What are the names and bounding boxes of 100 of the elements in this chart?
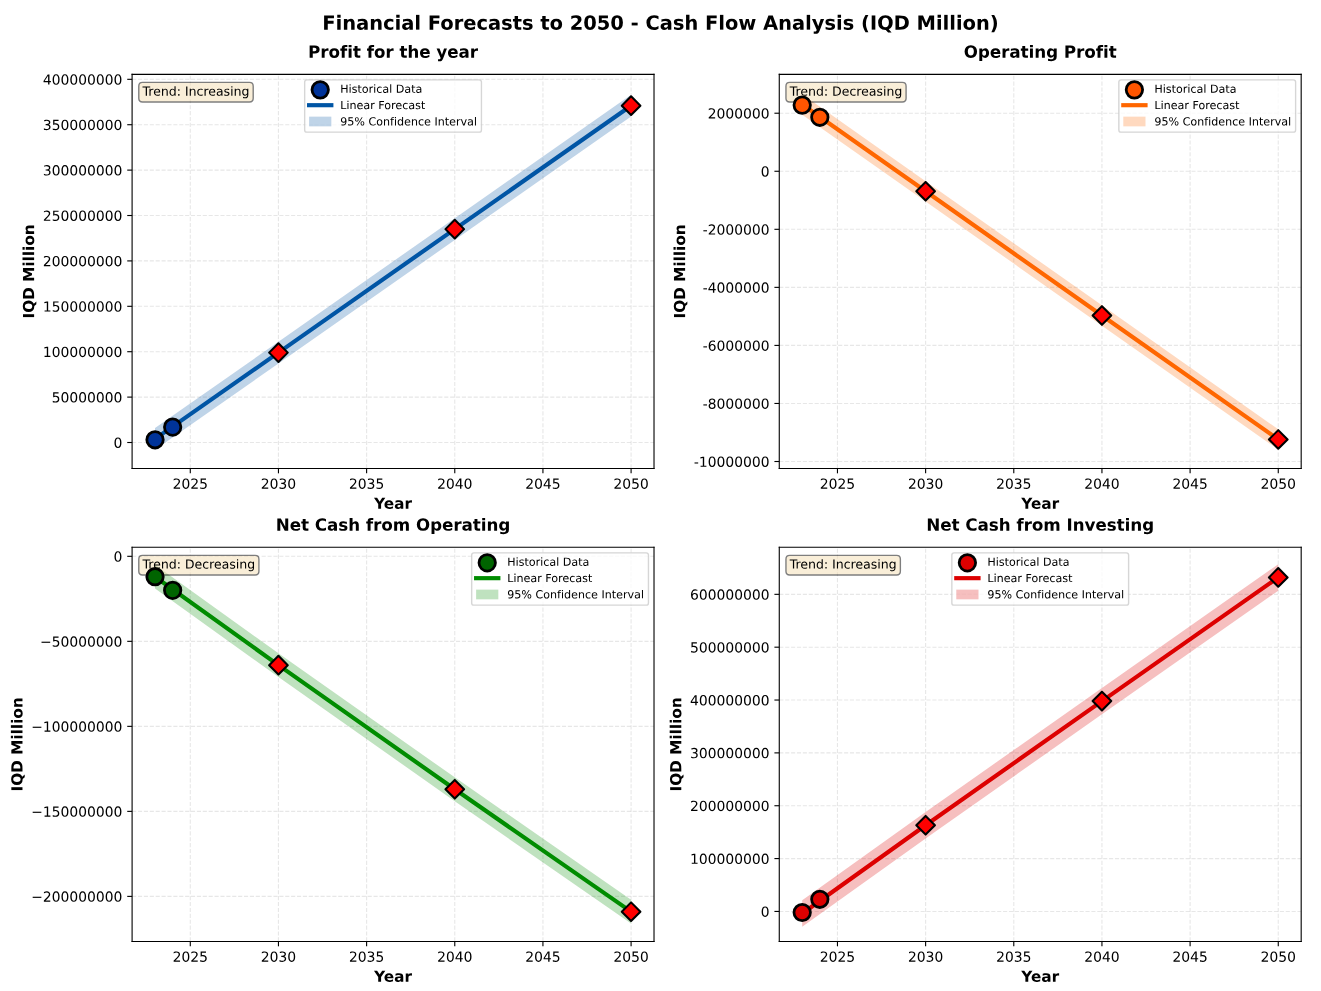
point [163, 417, 183, 437]
legend-label: Linear Forecast [341, 100, 426, 110]
x-tick-label: 2050 [614, 478, 648, 489]
point [620, 95, 642, 117]
x-tick-label: 2025 [820, 478, 854, 489]
x-tick-label: 2030 [908, 951, 943, 962]
x-tick-label: 2040 [1085, 478, 1119, 489]
point [145, 430, 165, 450]
x-axis-title: Year [1021, 970, 1060, 982]
x-tick-label: 2040 [1085, 951, 1119, 962]
point [810, 889, 830, 909]
point [163, 580, 183, 600]
y-tick-label: -4000000 [703, 282, 769, 293]
point [145, 567, 165, 587]
y-tick-label: 150000000 [44, 301, 122, 312]
legend-label: Linear Forecast [508, 573, 593, 583]
point [1091, 690, 1113, 712]
y-tick-label: -10000000 [694, 456, 769, 467]
chart-title: Net Cash from Operating [277, 517, 509, 535]
point [810, 107, 830, 127]
point [1267, 429, 1289, 450]
x-tick-label: 2040 [438, 951, 472, 962]
annotation: Trend: Increasing [142, 86, 249, 99]
x-tick-label: 2025 [173, 478, 207, 489]
point [444, 778, 466, 800]
y-tick-label: -2000000 [703, 224, 769, 235]
x-tick-label: 2050 [614, 951, 648, 962]
annotation: Trend: Increasing [789, 559, 896, 572]
point [268, 654, 289, 676]
legend-label: Historical Data [988, 557, 1069, 566]
y-tick-label: 50000000 [52, 392, 122, 403]
chart-title: Operating Profit [964, 44, 1117, 62]
point [792, 95, 812, 115]
x-tick-label: 2045 [526, 951, 560, 962]
y-tick-label: 500000000 [691, 642, 769, 653]
y-tick-label: −100000000 [32, 721, 122, 732]
point [444, 218, 466, 240]
legend-label: Linear Forecast [1155, 100, 1240, 110]
y-axis-title: IQD Million [669, 698, 684, 791]
point [268, 342, 289, 363]
y-axis-title: IQD Million [22, 225, 37, 318]
y-tick-label: 300000000 [691, 747, 769, 759]
y-tick-label: 350000000 [43, 119, 122, 131]
x-tick-label: 2035 [349, 478, 384, 489]
x-tick-label: 2050 [1261, 478, 1296, 489]
y-tick-label: -8000000 [703, 398, 769, 409]
x-tick-label: 2035 [997, 478, 1031, 489]
x-tick-label: 2045 [526, 478, 560, 489]
y-tick-label: 0 [761, 906, 769, 917]
point [1267, 567, 1289, 588]
point [792, 902, 812, 923]
y-tick-label: -6000000 [703, 340, 769, 351]
y-tick-label: 400000000 [43, 74, 122, 85]
y-tick-label: 400000000 [690, 695, 769, 706]
x-tick-label: 2045 [1173, 478, 1207, 489]
x-tick-label: 2025 [820, 951, 854, 962]
y-tick-label: 0 [761, 166, 769, 177]
annotation: 95% Confidence Interval [988, 589, 1124, 599]
y-tick-label: 200000000 [691, 800, 769, 812]
chart-title: Net Cash from Investing [927, 517, 1153, 535]
x-tick-label: 2030 [261, 951, 296, 962]
x-tick-label: 2025 [173, 951, 207, 962]
point [915, 180, 936, 202]
y-tick-label: 2000000 [708, 108, 769, 119]
text: Financial Forecasts to 2050 - Cash Flow Analysis (IQD Million) [324, 14, 998, 34]
x-axis-title: Year [373, 970, 412, 982]
x-tick-label: 2045 [1173, 951, 1207, 962]
y-tick-label: −200000000 [32, 891, 122, 902]
y-tick-label: 100000000 [691, 853, 769, 865]
x-axis-title: Year [373, 497, 412, 510]
y-tick-label: −50000000 [41, 636, 122, 647]
chart-title: Profit for the year [309, 44, 478, 62]
x-tick-label: 2035 [349, 951, 384, 962]
y-tick-label: 0 [114, 551, 122, 562]
y-tick-label: 100000000 [44, 346, 122, 358]
legend-label: Historical Data [341, 84, 422, 93]
annotation: 95% Confidence Interval [340, 116, 476, 126]
legend-label: Linear Forecast [988, 573, 1073, 583]
x-axis-title: Year [1021, 497, 1060, 510]
annotation: 95% Confidence Interval [507, 589, 643, 599]
x-tick-label: 2030 [261, 478, 296, 489]
y-tick-label: 250000000 [43, 210, 122, 221]
y-axis-title: IQD Million [673, 225, 688, 318]
point [1091, 305, 1113, 326]
annotation: Trend: Decreasing [789, 86, 902, 99]
y-tick-label: −150000000 [32, 806, 122, 817]
legend-label: Historical Data [1155, 84, 1236, 93]
x-tick-label: 2050 [1261, 951, 1296, 962]
y-tick-label: 600000000 [690, 589, 769, 600]
y-tick-label: 200000000 [43, 255, 122, 267]
x-tick-label: 2030 [908, 478, 943, 489]
annotation: Trend: Decreasing [142, 559, 255, 572]
x-tick-label: 2035 [997, 951, 1031, 962]
annotation: 95% Confidence Interval [1155, 116, 1291, 126]
y-axis-title: IQD Million [10, 698, 25, 791]
x-tick-label: 2040 [438, 478, 472, 489]
legend-label: Historical Data [508, 557, 589, 566]
point [915, 814, 936, 836]
y-tick-label: 0 [114, 437, 122, 448]
y-tick-label: 300000000 [43, 165, 122, 176]
